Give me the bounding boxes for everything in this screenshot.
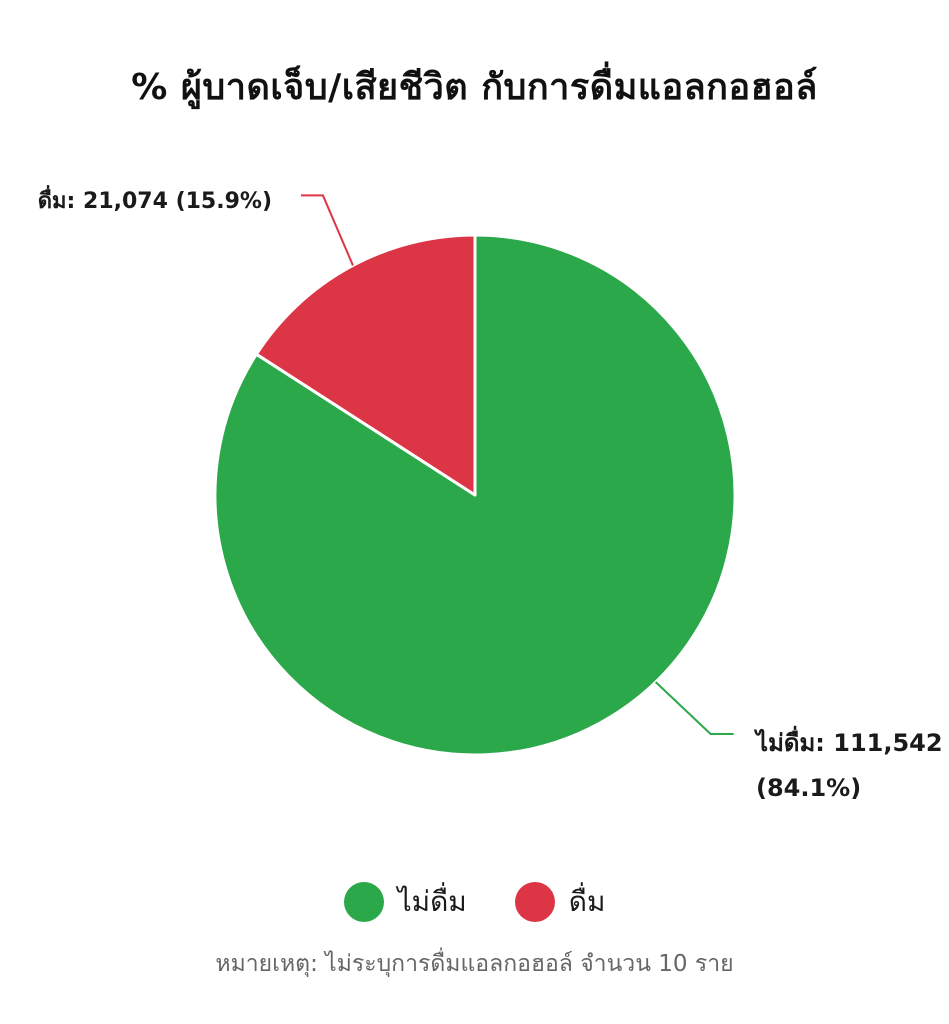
leader-line-not-drinking xyxy=(654,681,734,736)
slice-label-drinking: ดื่ม: 21,074 (15.9%) xyxy=(38,184,272,214)
legend: ไม่ดื่ม ดื่ม xyxy=(0,880,949,924)
legend-label-drinking: ดื่ม xyxy=(568,885,606,918)
legend-item-drinking: ดื่ม xyxy=(514,880,606,924)
slice-percent-not-drinking: (84.1%) xyxy=(756,774,861,802)
chart-title: % ผู้บาดเจ็บ/เสียชีวิต กับการดื่มแอลกอฮอ… xyxy=(131,67,818,108)
footnote: หมายเหตุ: ไม่ระบุการดื่มแอลกอฮอล์ จำนวน … xyxy=(215,951,734,977)
legend-label-not-drinking: ไม่ดื่ม xyxy=(397,885,467,918)
leader-line-drinking xyxy=(300,194,354,266)
legend-swatch-not-drinking xyxy=(343,882,384,922)
legend-item-not-drinking: ไม่ดื่ม xyxy=(343,880,467,924)
pie-slice-drinking xyxy=(254,233,477,497)
slice-label-not-drinking: ไม่ดื่ม: 111,542 xyxy=(753,725,943,757)
legend-swatch-drinking xyxy=(514,882,555,922)
